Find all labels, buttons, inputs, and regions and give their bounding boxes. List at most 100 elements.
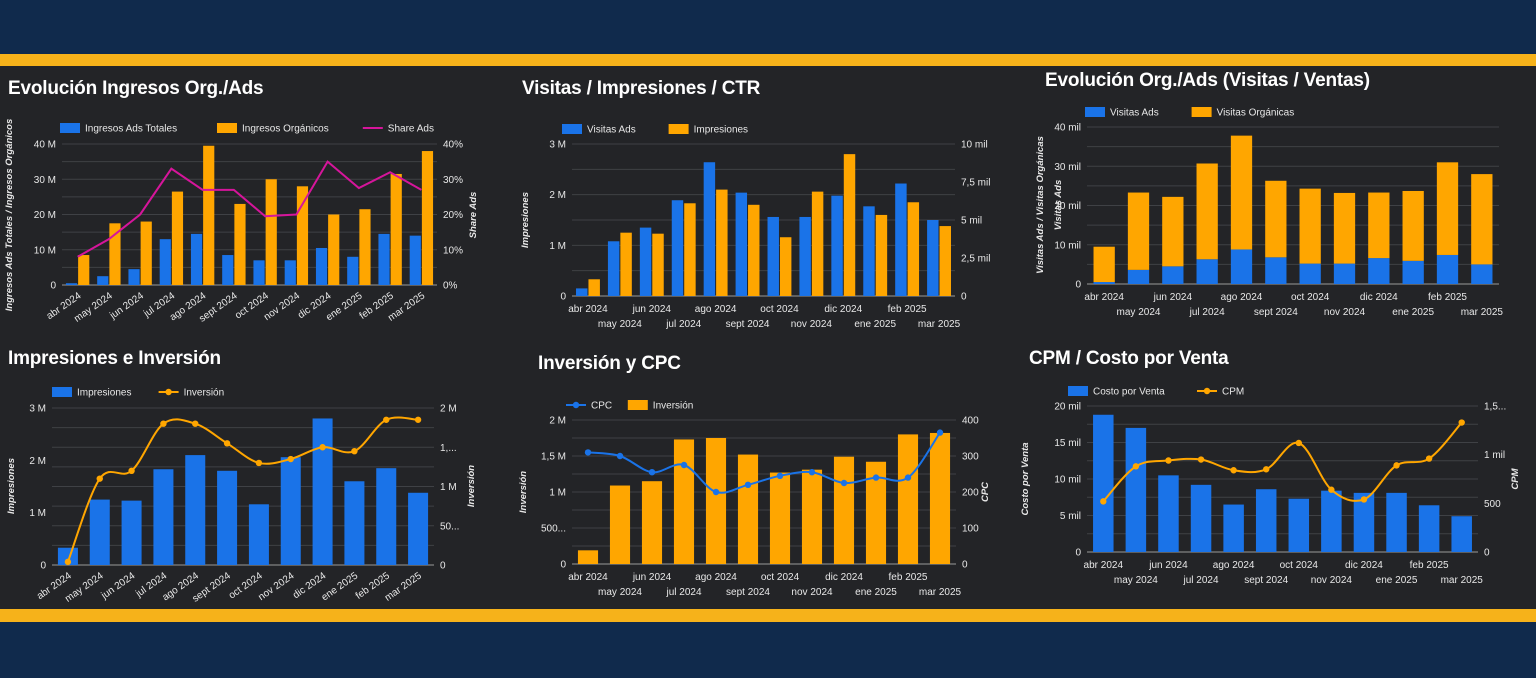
legend-label-impresiones: Impresiones xyxy=(694,125,748,136)
bar-visitas-organicas xyxy=(1368,192,1390,259)
x-tick-label: mar 2025 xyxy=(1461,307,1504,318)
y-axis-title: Ingresos Ads Totales / Ingresos Orgánico… xyxy=(4,119,15,312)
bar-ingresos-organicos xyxy=(234,203,246,285)
bar-impresiones xyxy=(153,469,174,565)
point-cpc xyxy=(744,481,752,488)
legend-label-ingresos-organicos: Ingresos Orgánicos xyxy=(242,124,329,135)
bar-visitas-ads xyxy=(1162,266,1184,284)
bar-visitas-organicas xyxy=(1299,188,1321,264)
x-tick-label: feb 2025 xyxy=(1428,292,1467,303)
point-cpm xyxy=(1295,439,1302,447)
top-accent-stripe xyxy=(0,54,1536,66)
legend-swatch-visitas-organicas xyxy=(1191,107,1212,117)
y-tick-label: 1,5 M xyxy=(541,452,566,463)
point-inversion xyxy=(160,420,167,427)
x-tick-label: oct 2024 xyxy=(761,572,800,583)
y-tick-label: 2 M xyxy=(29,456,46,467)
bar-ingresos-organicos xyxy=(421,151,434,285)
bar-impresiones xyxy=(907,202,920,296)
x-tick-label: nov 2024 xyxy=(791,319,833,330)
bar-ingresos-organicos xyxy=(390,173,402,285)
bar-visitas-ads xyxy=(767,216,779,296)
legend-label-visitas-ads: Visitas Ads xyxy=(1110,108,1159,119)
x-tick-label: oct 2024 xyxy=(1291,292,1330,303)
x-tick-label: mar 2025 xyxy=(918,319,961,330)
y-tick-label: 10 mil xyxy=(1054,475,1081,486)
x-tick-label: jun 2024 xyxy=(1153,292,1193,303)
x-tick-label: nov 2024 xyxy=(262,290,302,323)
legend-label-costo-por-venta: Costo por Venta xyxy=(1093,387,1165,398)
x-tick-label: dic 2024 xyxy=(824,304,862,315)
bar-costo-por-venta xyxy=(1190,484,1212,552)
bar-ingresos-ads-totales xyxy=(347,256,359,285)
point-inversion xyxy=(96,475,103,482)
bar-costo-por-venta xyxy=(1158,475,1179,552)
y-tick-label: 0 xyxy=(1075,548,1081,559)
bar-visitas-ads xyxy=(671,200,684,296)
chart-cpm-costo-venta: CPM / Costo por Venta 0 5 mil 10 mil 15 mil… xyxy=(1020,340,1536,609)
x-tick-label: jun 2024 xyxy=(107,290,146,322)
x-tick-label: jul 2024 xyxy=(665,319,701,330)
x-tick-label: jun 2024 xyxy=(1148,560,1188,571)
y2-axis-title: CPM xyxy=(1510,467,1521,489)
chart-title: Evolución Org./Ads (Visitas / Ventas) xyxy=(1045,70,1370,91)
bar-visitas-ads xyxy=(1265,257,1287,284)
point-inversion xyxy=(383,416,390,423)
bar-inversion xyxy=(801,469,823,564)
bar-visitas-ads xyxy=(576,288,588,296)
bar-visitas-ads xyxy=(799,216,811,296)
x-tick-label: jul 2024 xyxy=(1183,575,1219,586)
bar-visitas-ads xyxy=(639,227,652,296)
y-axis-title: Inversión xyxy=(518,471,529,513)
x-tick-label: jun 2024 xyxy=(632,572,672,583)
legend-label-share-ads: Share Ads xyxy=(388,124,434,135)
bar-costo-por-venta xyxy=(1255,489,1277,552)
y-tick-label: 2 M xyxy=(549,416,566,427)
y2-tick-label: 200 xyxy=(962,488,979,499)
x-tick-label: dic 2024 xyxy=(1345,560,1383,571)
x-tick-label: nov 2024 xyxy=(1324,307,1366,318)
point-cpm xyxy=(1197,456,1205,463)
y-axis-title: Impresiones xyxy=(6,458,17,514)
bar-impresiones xyxy=(748,204,760,296)
legend-swatch-impresiones xyxy=(668,124,689,134)
bar-ingresos-ads-totales xyxy=(284,260,296,285)
x-tick-label: ago 2024 xyxy=(695,572,737,583)
bottom-accent-stripe xyxy=(0,609,1536,622)
chart-svg: 0 10 M 20 M 30 M 40 M 0% 10% 20% 30% 40% Ingresos … xyxy=(4,119,479,325)
point-inversion xyxy=(319,444,326,451)
bar-impresiones xyxy=(620,232,632,296)
chart-svg: 0 10 mil 20 mil 30 mil 40 mil Visitas Ads / V… xyxy=(1035,107,1504,318)
point-cpm xyxy=(1425,455,1433,462)
bar-impresiones xyxy=(652,233,664,296)
bar-ingresos-ads-totales xyxy=(409,235,421,285)
legend-label-inversion: Inversión xyxy=(184,388,225,399)
point-cpc xyxy=(808,469,816,476)
bar-inversion xyxy=(833,456,855,564)
bar-visitas-organicas xyxy=(1471,174,1493,265)
x-tick-label: may 2024 xyxy=(1117,307,1161,318)
bar-visitas-ads xyxy=(863,206,875,296)
point-cpm xyxy=(1360,496,1368,503)
chart-evolucion-visitas-ventas: Evolución Org./Ads (Visitas / Ventas) 0 1… xyxy=(1025,62,1536,337)
x-tick-label: jul 2024 xyxy=(1189,307,1225,318)
legend-label-ingresos-ads-totales: Ingresos Ads Totales xyxy=(85,124,177,135)
bar-ingresos-organicos xyxy=(140,221,152,285)
x-tick-label: jun 2024 xyxy=(632,304,672,315)
y-tick-label: 10 mil xyxy=(1054,240,1081,251)
y2-tick-label: 1 mil xyxy=(1484,450,1505,461)
y2-tick-label: 0 xyxy=(962,560,968,571)
bar-ingresos-ads-totales xyxy=(315,247,328,285)
y2-tick-label: 300 xyxy=(962,452,979,463)
x-tick-label: dic 2024 xyxy=(825,572,863,583)
bar-inversion xyxy=(673,439,695,564)
bar-ingresos-ads-totales xyxy=(128,269,140,285)
y-tick-label: 3 M xyxy=(29,404,46,415)
bar-visitas-organicas xyxy=(1230,135,1253,250)
bar-visitas-ads xyxy=(1093,282,1115,284)
y2-axis-title: Visitas Ads xyxy=(1053,180,1064,231)
y-tick-label: 40 mil xyxy=(1054,123,1081,134)
bar-impresiones xyxy=(280,457,301,565)
bar-ingresos-organicos xyxy=(265,179,277,285)
point-inversion xyxy=(192,420,199,427)
